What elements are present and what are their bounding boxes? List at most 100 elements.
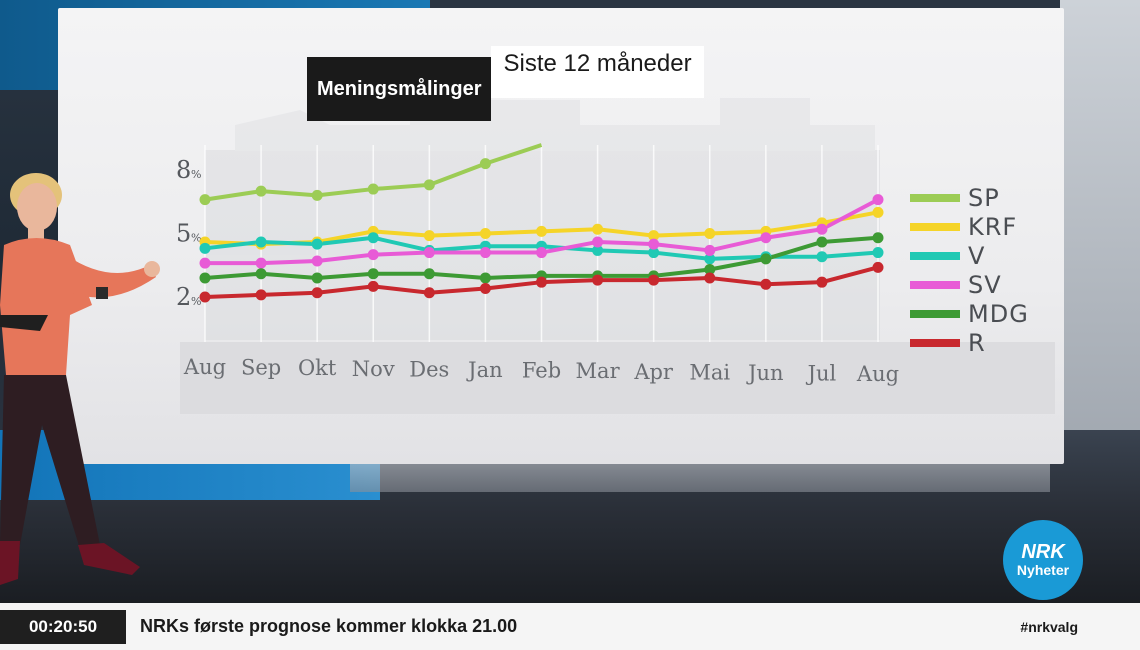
data-point-mdg [367, 268, 379, 280]
legend-swatch [910, 280, 960, 289]
legend-label: R [968, 328, 986, 357]
data-point-sv [311, 255, 323, 267]
data-point-krf [872, 206, 884, 218]
x-tick-label: Jul [806, 362, 837, 386]
x-tick-label: Feb [522, 359, 561, 383]
broadcast-clock: 00:20:50 [0, 609, 126, 644]
legend-entry-sv: SV [910, 270, 1060, 299]
data-point-mdg [311, 272, 323, 284]
data-point-mdg [816, 236, 828, 248]
data-point-krf [592, 223, 604, 235]
chart-legend: SP KRF V SV MDG R [910, 183, 1060, 357]
data-point-r [816, 276, 828, 288]
data-point-v [311, 238, 323, 250]
y-tick-5: 5% [176, 220, 201, 248]
data-point-sv [423, 247, 435, 259]
data-point-mdg [423, 268, 435, 280]
data-point-sv [760, 232, 772, 244]
legend-swatch [910, 309, 960, 318]
news-ticker: NRKs første prognose kommer klokka 21.00 [140, 616, 518, 636]
data-point-v [872, 247, 884, 259]
data-point-sp [367, 183, 379, 195]
data-point-sp [199, 194, 211, 206]
data-point-mdg [704, 263, 716, 275]
data-point-mdg [255, 268, 267, 280]
data-point-v [816, 251, 828, 263]
data-point-sp [255, 185, 267, 197]
legend-entry-r: R [910, 328, 1060, 357]
x-tick-label: Mar [576, 359, 621, 383]
nrk-logo-mark: NRK [1021, 541, 1065, 563]
data-point-sv [816, 223, 828, 235]
data-point-r [255, 289, 267, 301]
x-tick-label: Apr [633, 360, 674, 384]
legend-entry-v: V [910, 241, 1060, 270]
data-point-r [311, 287, 323, 299]
data-point-v [367, 232, 379, 244]
building-silhouette [205, 98, 880, 340]
data-point-mdg [479, 272, 491, 284]
data-point-sp [479, 158, 491, 170]
y-tick-unit: % [191, 295, 201, 308]
data-point-r [536, 276, 547, 288]
x-tick-label: Sep [241, 356, 281, 380]
x-tick-label: Jun [746, 361, 783, 385]
legend-label: SP [968, 183, 1000, 212]
x-tick-label: Nov [352, 357, 395, 381]
data-point-sv [648, 238, 660, 250]
chart-title-box: Meningsmålinger Siste 12 måneder [307, 46, 704, 121]
legend-swatch [910, 222, 960, 231]
data-point-r [199, 291, 211, 303]
y-tick-unit: % [191, 168, 201, 181]
presenter-figure [0, 173, 160, 585]
legend-label: MDG [968, 299, 1029, 328]
data-point-sv [704, 244, 716, 256]
nrk-logo-label: Nyheter [1016, 562, 1070, 578]
x-tick-label: Aug [183, 355, 226, 379]
data-point-krf [704, 228, 716, 239]
y-tick-2: 2% [176, 283, 201, 311]
legend-swatch [910, 193, 960, 202]
legend-entry-sp: SP [910, 183, 1060, 212]
data-point-r [760, 278, 772, 290]
y-tick-label: 8 [176, 156, 191, 184]
data-point-mdg [872, 232, 884, 244]
y-tick-label: 5 [176, 220, 191, 248]
data-point-r [423, 287, 435, 299]
x-tick-label: Des [409, 357, 449, 381]
x-tick-label: Mai [689, 360, 730, 384]
data-point-v [255, 236, 267, 248]
y-tick-label: 2 [176, 283, 191, 311]
y-tick-8: 8% [176, 156, 201, 184]
y-tick-unit: % [191, 232, 201, 245]
data-point-krf [536, 225, 547, 237]
x-axis-ticks: Aug Sep Okt Nov Des Jan Feb Mar Apr Mai Jun Jul Aug [183, 355, 899, 386]
nrk-nyheter-logo: NRK Nyheter [1003, 520, 1083, 600]
legend-entry-mdg: MDG [910, 299, 1060, 328]
data-point-r [648, 274, 660, 286]
chart-axis-band [180, 342, 1055, 414]
data-point-sv [536, 247, 547, 259]
data-point-v [704, 253, 716, 265]
data-point-krf [648, 230, 660, 242]
x-tick-label: Aug [856, 362, 899, 386]
lower-third-bar: 00:20:50 NRKs første prognose kommer klo… [0, 603, 1140, 650]
data-point-mdg [199, 272, 211, 284]
data-point-sv [199, 257, 211, 269]
data-point-r [367, 280, 379, 292]
data-point-sv [255, 257, 267, 269]
data-point-sv [479, 247, 491, 259]
x-tick-label: Jan [466, 358, 502, 382]
data-point-r [479, 283, 491, 295]
data-point-sv [872, 194, 884, 206]
legend-swatch [910, 338, 960, 347]
data-point-v [592, 244, 604, 256]
data-point-sv [367, 249, 379, 261]
chart-title: Meningsmålinger [307, 57, 492, 121]
data-point-mdg [760, 253, 772, 265]
data-point-sp [311, 189, 323, 201]
data-point-sv [592, 236, 604, 248]
data-point-krf [423, 230, 435, 242]
legend-entry-krf: KRF [910, 212, 1060, 241]
